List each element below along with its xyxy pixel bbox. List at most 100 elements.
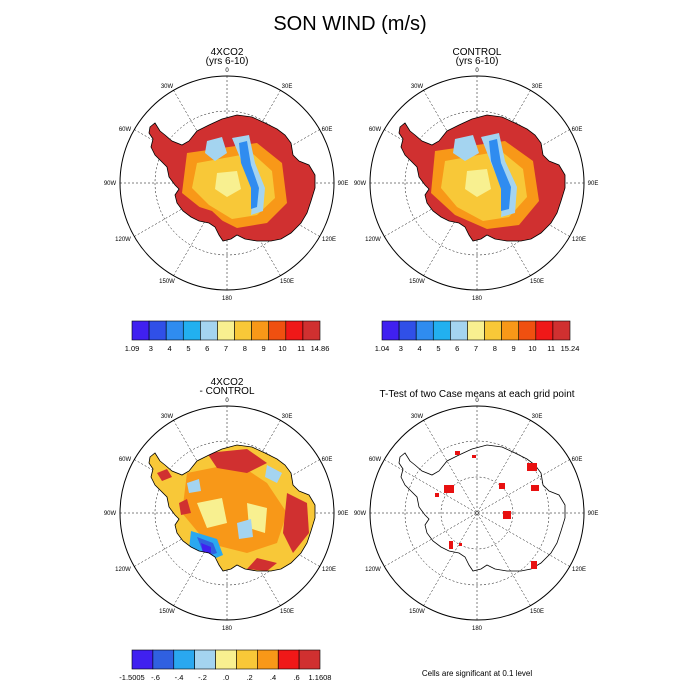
- lon-label: 150E: [280, 609, 294, 615]
- lon-label: 60E: [322, 457, 333, 463]
- lon-label: 90E: [338, 181, 349, 187]
- lon-label: 0: [475, 398, 479, 404]
- panel-4xco2: 4XCO2 (yrs 6-10) 0 30E 60E 90E 120E 150E: [104, 47, 349, 302]
- lon-label: 90E: [588, 511, 599, 517]
- longitude-labels: 0 30E 60E 90E 120E 150E 180 150W 120W 90…: [354, 68, 599, 302]
- lon-label: 90W: [104, 181, 117, 187]
- colorbar-cell: [285, 320, 304, 341]
- colorbar-cell: [381, 320, 400, 341]
- colorbar-cell: [173, 649, 195, 670]
- lon-label: 180: [222, 626, 233, 632]
- lon-label: 150E: [280, 279, 294, 285]
- footnote: Cells are significant at 0.1 level: [422, 669, 533, 678]
- colorbar-label: 3: [399, 344, 403, 353]
- lon-label: 120E: [572, 567, 586, 573]
- lon-label: 120W: [115, 567, 131, 573]
- lon-label: 30E: [282, 414, 293, 420]
- lon-label: 30W: [411, 84, 424, 90]
- panel-title-line1: 4XCO2: [211, 377, 244, 388]
- colorbar-label: 9: [262, 344, 266, 353]
- panel-title-line2: - CONTROL: [200, 386, 255, 397]
- colorbar-label: 11: [297, 344, 305, 353]
- colorbar-cell: [148, 320, 167, 341]
- lon-label: 60W: [119, 127, 132, 133]
- colorbar-label: 1.1608: [309, 673, 332, 682]
- colorbar-cell: [501, 320, 520, 341]
- lon-label: 0: [475, 68, 479, 74]
- colorbar-label: 7: [224, 344, 228, 353]
- colorbar-cell: [194, 649, 216, 670]
- colorbar-cell: [518, 320, 537, 341]
- colorbar-cell: [131, 649, 154, 670]
- colorbar-cell: [200, 320, 218, 341]
- panel-title-line2: (yrs 6-10): [456, 56, 499, 67]
- colorbar-cell: [298, 649, 321, 670]
- colorbar-label: 3: [149, 344, 153, 353]
- colorbar-cell: [236, 649, 258, 670]
- lon-label: 180: [472, 296, 483, 302]
- colorbar-cell: [131, 320, 150, 341]
- lon-label: 60W: [369, 127, 382, 133]
- colorbar-label: .6: [293, 673, 299, 682]
- longitude-labels: 0 30E 60E 90E 120E 150E 180 150W 120W 90…: [104, 398, 349, 632]
- colorbar-label: -.6: [151, 673, 160, 682]
- lon-label: 30E: [282, 84, 293, 90]
- colorbar-label: 15.24: [561, 344, 580, 353]
- panel-title-line1: 4XCO2: [211, 47, 244, 58]
- colorbar-label: .2: [246, 673, 252, 682]
- colorbar-label: 7: [474, 344, 478, 353]
- colorbar-cell: [415, 320, 434, 341]
- colorbar-cell: [182, 320, 201, 341]
- lon-label: 120E: [322, 237, 336, 243]
- colorbar-cell: [552, 320, 571, 341]
- lon-label: 0: [225, 68, 229, 74]
- lon-label: 30W: [411, 414, 424, 420]
- colorbar-label: 6: [205, 344, 209, 353]
- lon-label: 90E: [338, 511, 349, 517]
- lon-label: 180: [472, 626, 483, 632]
- lon-label: 180: [222, 296, 233, 302]
- lon-label: 60E: [572, 457, 583, 463]
- lon-label: 120E: [322, 567, 336, 573]
- lon-label: 30E: [532, 84, 543, 90]
- colorbar-label: 1.09: [125, 344, 140, 353]
- colorbar-cell: [450, 320, 468, 341]
- colorbar-cell: [165, 320, 184, 341]
- panel-title-line1: CONTROL: [453, 47, 502, 58]
- longitude-labels: 0 30E 60E 90E 120E 150E 180 150W 120W 90…: [104, 68, 349, 302]
- lon-label: 120E: [572, 237, 586, 243]
- colorbar-label: 5: [436, 344, 440, 353]
- colorbar-label: 4: [168, 344, 172, 353]
- lon-label: 90E: [588, 181, 599, 187]
- colorbar-cell: [251, 320, 270, 341]
- lon-label: 90W: [104, 511, 117, 517]
- colorbar-difference: -1.5005 -.6 -.4 -.2 .0 .2 .4 .6 1.1608: [119, 649, 332, 682]
- colorbar-cell: [234, 320, 252, 341]
- panel-title-line2: (yrs 6-10): [206, 56, 249, 67]
- colorbar-label: -1.5005: [119, 673, 144, 682]
- colorbar-label: .4: [270, 673, 276, 682]
- colorbar-cell: [484, 320, 502, 341]
- graticule: [370, 406, 584, 620]
- lon-label: 60W: [119, 457, 132, 463]
- colorbar-cell: [217, 320, 235, 341]
- colorbar-label: -.4: [175, 673, 184, 682]
- lon-label: 150E: [530, 279, 544, 285]
- lon-label: 120W: [365, 237, 381, 243]
- colorbar-label: 9: [512, 344, 516, 353]
- colorbar-label: 10: [278, 344, 286, 353]
- colorbar-cell: [467, 320, 485, 341]
- colorbar-label: 8: [493, 344, 497, 353]
- lon-label: 30E: [532, 414, 543, 420]
- colorbar-label: 10: [528, 344, 536, 353]
- lon-label: 60W: [369, 457, 382, 463]
- panel-difference: 4XCO2 - CONTROL 0: [104, 377, 349, 632]
- lon-label: 150E: [530, 609, 544, 615]
- colorbar-cell: [277, 649, 300, 670]
- panel-ttest: T-Test of two Case means at each grid po…: [354, 389, 599, 632]
- panel-control: CONTROL (yrs 6-10) 0 30E 60E 90E 120E 15…: [354, 47, 599, 302]
- lon-label: 90W: [354, 511, 367, 517]
- colorbar-cell: [535, 320, 554, 341]
- lon-label: 150W: [159, 609, 175, 615]
- colorbar-label: -.2: [198, 673, 207, 682]
